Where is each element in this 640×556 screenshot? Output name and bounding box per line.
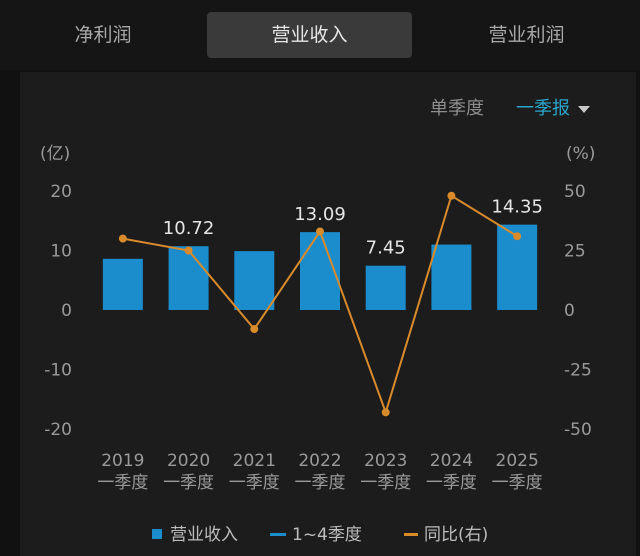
left-tick-label: -20 — [44, 420, 72, 440]
yoy-point — [184, 246, 193, 255]
legend-item-revenue[interactable]: 营业收入 — [152, 520, 238, 545]
revenue-bar — [102, 258, 143, 310]
tab-revenue[interactable]: 营业收入 — [207, 12, 412, 58]
right-tick-label: 25 — [564, 242, 586, 262]
period-dropdown[interactable]: 一季报 — [516, 94, 590, 120]
left-tick-label: 20 — [50, 182, 72, 202]
revenue-bar — [234, 251, 275, 310]
tab-bar: 净利润 营业收入 营业利润 — [0, 0, 640, 70]
legend-yoy-label: 同比(右) — [424, 525, 489, 545]
bar-data-label: 13.09 — [294, 204, 346, 225]
revenue-bar — [168, 246, 209, 310]
right-tick-label: -50 — [564, 420, 592, 440]
x-tick-label: 2025 — [496, 451, 539, 471]
chart-legend: 营业收入 1~4季度 同比(右) — [0, 520, 640, 545]
x-tick-sublabel: 一季度 — [229, 473, 280, 493]
x-tick-label: 2019 — [101, 451, 144, 471]
right-axis-unit: (%) — [566, 144, 595, 164]
legend-item-quarters[interactable]: 1~4季度 — [270, 520, 362, 545]
x-tick-label: 2020 — [167, 451, 210, 471]
left-tick-label: 0 — [61, 301, 72, 321]
left-axis-unit: (亿) — [40, 144, 70, 164]
chart-panel — [20, 72, 636, 556]
right-tick-label: 50 — [564, 182, 586, 202]
period-mode-label[interactable]: 单季度 — [430, 98, 484, 119]
x-tick-label: 2021 — [233, 451, 276, 471]
x-tick-label: 2024 — [430, 451, 473, 471]
x-tick-sublabel: 一季度 — [295, 473, 346, 493]
yoy-point — [250, 325, 259, 334]
bar-data-label: 10.72 — [163, 218, 215, 239]
right-tick-label: -25 — [564, 361, 592, 381]
right-tick-label: 0 — [564, 301, 575, 321]
legend-revenue-label: 营业收入 — [170, 525, 238, 545]
x-tick-sublabel: 一季度 — [97, 473, 148, 493]
x-tick-sublabel: 一季度 — [492, 473, 543, 493]
period-dropdown-value: 一季报 — [516, 98, 570, 119]
x-tick-label: 2022 — [298, 451, 341, 471]
x-tick-label: 2023 — [364, 451, 407, 471]
yoy-point — [316, 227, 324, 236]
yoy-point — [513, 232, 522, 241]
left-tick-label: 10 — [50, 242, 72, 262]
left-tick-label: -10 — [44, 361, 72, 381]
legend-quarters-label: 1~4季度 — [292, 525, 362, 545]
yoy-point — [447, 191, 456, 200]
legend-line-swatch — [270, 533, 286, 536]
x-tick-sublabel: 一季度 — [360, 473, 411, 493]
tab-operating-profit[interactable]: 营业利润 — [488, 24, 565, 46]
yoy-point — [118, 234, 127, 243]
revenue-chart: (亿) (%) 20 10 0 -10 -20 50 25 0 -25 -50 10.72 13.09 7.… — [40, 144, 595, 493]
chevron-down-icon — [578, 105, 590, 113]
yoy-point — [381, 408, 390, 417]
legend-item-yoy[interactable]: 同比(右) — [404, 520, 488, 545]
x-tick-sublabel: 一季度 — [163, 473, 214, 493]
revenue-bar — [431, 244, 472, 310]
legend-bar-swatch — [152, 529, 162, 539]
revenue-bar — [365, 265, 406, 310]
bar-data-label: 14.35 — [491, 197, 543, 218]
x-tick-sublabel: 一季度 — [426, 473, 477, 493]
legend-yoy-swatch — [404, 533, 418, 536]
tab-net-profit[interactable]: 净利润 — [74, 24, 132, 46]
bar-data-label: 7.45 — [366, 238, 406, 259]
